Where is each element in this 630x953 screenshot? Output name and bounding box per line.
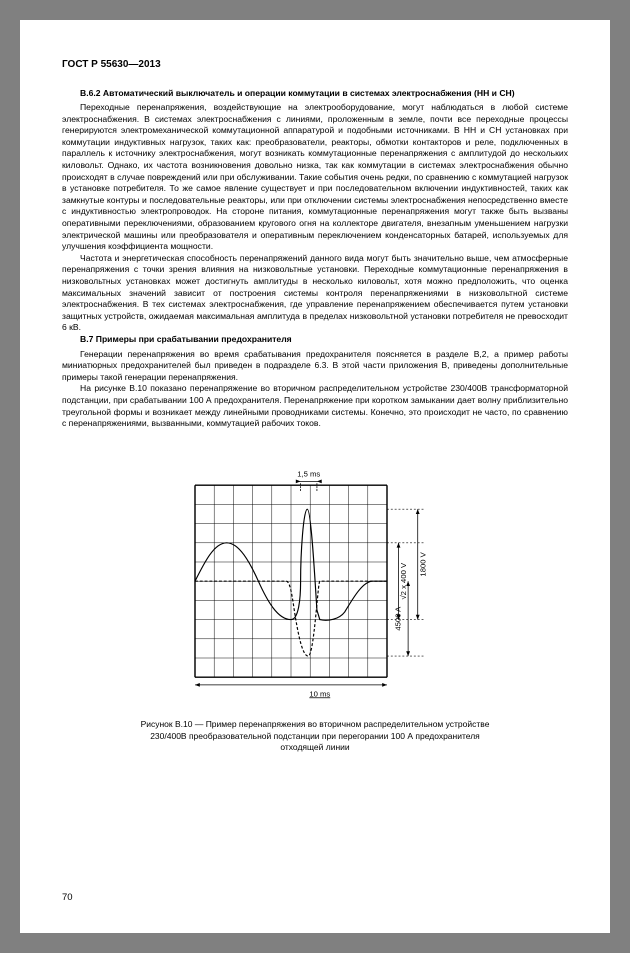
page-number: 70 — [62, 892, 73, 905]
svg-text:1800 V: 1800 V — [418, 551, 427, 576]
svg-text:4500 A: 4500 A — [393, 606, 402, 631]
para-b7-2: На рисунке В.10 показано перенапряжение … — [62, 383, 568, 429]
page: ГОСТ Р 55630—2013 В.6.2 Автоматический в… — [20, 20, 610, 933]
figure-b10: 1,5 ms 10 ms √2 x 400 V 1800 V 4500 A Рисуно… — [62, 466, 568, 754]
heading-b62: В.6.2 Автоматический выключатель и опера… — [62, 88, 568, 100]
svg-text:10 ms: 10 ms — [309, 689, 330, 698]
figure-caption: Рисунок В.10 — Пример перенапряжения во … — [62, 719, 568, 753]
para-b62-2: Частота и энергетическая способность пер… — [62, 253, 568, 334]
chart-svg: 1,5 ms 10 ms √2 x 400 V 1800 V 4500 A — [185, 466, 445, 706]
oscilloscope-chart: 1,5 ms 10 ms √2 x 400 V 1800 V 4500 A — [185, 466, 445, 710]
svg-text:√2 x 400 V: √2 x 400 V — [399, 562, 408, 600]
svg-text:1,5 ms: 1,5 ms — [297, 469, 320, 478]
para-b62-1: Переходные перенапряжения, воздействующи… — [62, 102, 568, 253]
heading-b7: В.7 Примеры при срабатывании предохранит… — [62, 334, 568, 346]
document-header: ГОСТ Р 55630—2013 — [62, 58, 568, 72]
para-b7-1: Генерации перенапряжения во время срабат… — [62, 349, 568, 384]
